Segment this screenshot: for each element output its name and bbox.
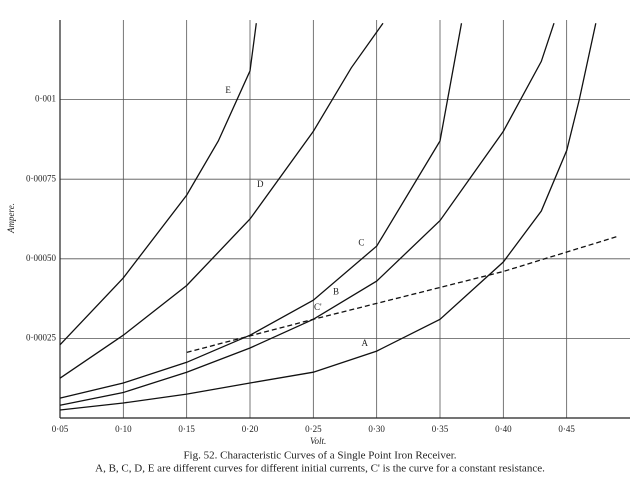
- curve: [59, 22, 384, 379]
- caption-title: Fig. 52. Characteristic Curves of a Sing…: [183, 450, 456, 462]
- y-tick-label: 0·00075: [26, 173, 56, 183]
- x-tick-label: 0·15: [178, 424, 195, 434]
- curve-label: C: [358, 238, 364, 248]
- y-tick-label: 0·00050: [26, 253, 56, 263]
- curve-label: A: [362, 338, 369, 348]
- curve-label: E: [225, 85, 231, 95]
- x-tick-label: 0·45: [558, 424, 575, 434]
- x-axis-label: Volt.: [310, 436, 326, 446]
- x-tick-label: 0·20: [242, 424, 259, 434]
- curve: [59, 23, 257, 346]
- x-tick-label: 0·40: [495, 424, 512, 434]
- curve: [59, 22, 555, 406]
- x-tick-label: 0·05: [52, 424, 69, 434]
- y-tick-label: 0·00025: [26, 332, 56, 342]
- curve: [59, 23, 597, 411]
- y-axis-label: Ampere.: [6, 203, 16, 234]
- curve-label: B: [333, 286, 339, 296]
- caption-note: A, B, C, D, E are different curves for d…: [95, 463, 545, 475]
- x-tick-label: 0·35: [432, 424, 449, 434]
- x-tick-label: 0·10: [115, 424, 132, 434]
- curve: [59, 23, 463, 399]
- x-tick-label: 0·25: [305, 424, 322, 434]
- curve-label: D: [257, 179, 264, 189]
- y-tick-label: 0·001: [35, 94, 56, 104]
- x-tick-label: 0·30: [368, 424, 385, 434]
- curve: [186, 235, 618, 354]
- curve-label: C': [314, 302, 322, 312]
